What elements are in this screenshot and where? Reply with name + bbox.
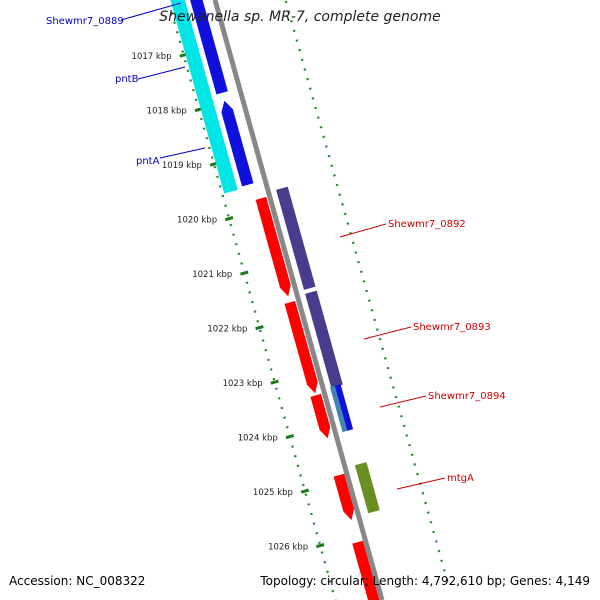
gene-label-leader: [137, 66, 186, 80]
gene-label: mtgA: [447, 473, 474, 484]
gene-shewmr7-0894-block: [334, 384, 354, 431]
gene-label-leader: [379, 395, 427, 408]
dotted-track-lines: [170, 0, 449, 600]
scale-label: 1018 kbp: [147, 107, 187, 117]
scale-labels: 1017 kbp 1018 kbp 1019 kbp 1020 kbp 1021 kbp…: [132, 52, 309, 553]
scale-tick: [224, 216, 234, 222]
gene-shewmr7-0893-track: [305, 290, 343, 388]
gene-label: pntB: [115, 74, 139, 85]
scale-label: 1026 kbp: [268, 543, 308, 553]
map-title: Shewanella sp. MR-7, complete genome: [159, 9, 441, 25]
gene-shewmr7-0894-track: [330, 385, 349, 433]
gene-label: pntA: [136, 156, 160, 167]
gene-mtgA-block: [354, 462, 380, 514]
gene-shewmr7-0889-arrow: [190, 0, 228, 95]
gene-label: Shewmr7_0894: [428, 391, 506, 402]
scale-label: 1025 kbp: [253, 488, 293, 498]
gene-labels: Shewmr7_0889 pntB pntA Shewmr7_0892 Shewmr7_…: [46, 2, 506, 490]
gene-shewmr7-0892-arrow: [255, 196, 291, 297]
gene-label-leader: [363, 326, 412, 340]
gene-pntB-arrow: [221, 100, 254, 187]
gene-features: [170, 0, 380, 600]
gene-red-arrow-small: [310, 393, 331, 439]
scale-label: 1019 kbp: [162, 161, 202, 171]
outer-dotted-line: [284, 0, 449, 583]
scale-label: 1020 kbp: [177, 216, 217, 226]
scale-tick: [240, 270, 249, 276]
scale-tick: [315, 543, 325, 549]
genome-summary-text: Topology: circular; Length: 4,792,610 bp…: [260, 574, 590, 588]
scale-label: 1017 kbp: [132, 52, 172, 62]
gene-mtgA-arrow: [333, 473, 354, 521]
gene-label-leader: [159, 147, 206, 159]
scale-tick: [255, 325, 264, 331]
gene-label: Shewmr7_0889: [46, 16, 124, 27]
scale-label: 1021 kbp: [192, 270, 232, 280]
gene-label-leader: [339, 223, 387, 238]
scale-label: 1023 kbp: [223, 379, 263, 389]
gene-next-arrow: [352, 540, 380, 600]
gene-shewmr7-0893-arrow: [284, 300, 318, 394]
scale-label: 1024 kbp: [238, 434, 278, 444]
accession-text: Accession: NC_008322: [9, 574, 146, 588]
scale-tick: [285, 434, 295, 440]
gene-label: Shewmr7_0892: [388, 219, 466, 230]
gene-shewmr7-0892-track: [276, 186, 316, 290]
scale-tick: [300, 488, 310, 494]
scale-tick: [270, 379, 279, 385]
genome-backbone: [212, 0, 385, 600]
inner-dotted-line: [170, 11, 337, 600]
gene-label-leader: [120, 2, 182, 21]
gene-label: Shewmr7_0893: [413, 322, 491, 333]
gene-label-leader: [396, 477, 446, 490]
scale-label: 1022 kbp: [207, 325, 247, 335]
scale-ticks: [179, 52, 325, 549]
gene-pntA-cyan: [170, 0, 238, 194]
